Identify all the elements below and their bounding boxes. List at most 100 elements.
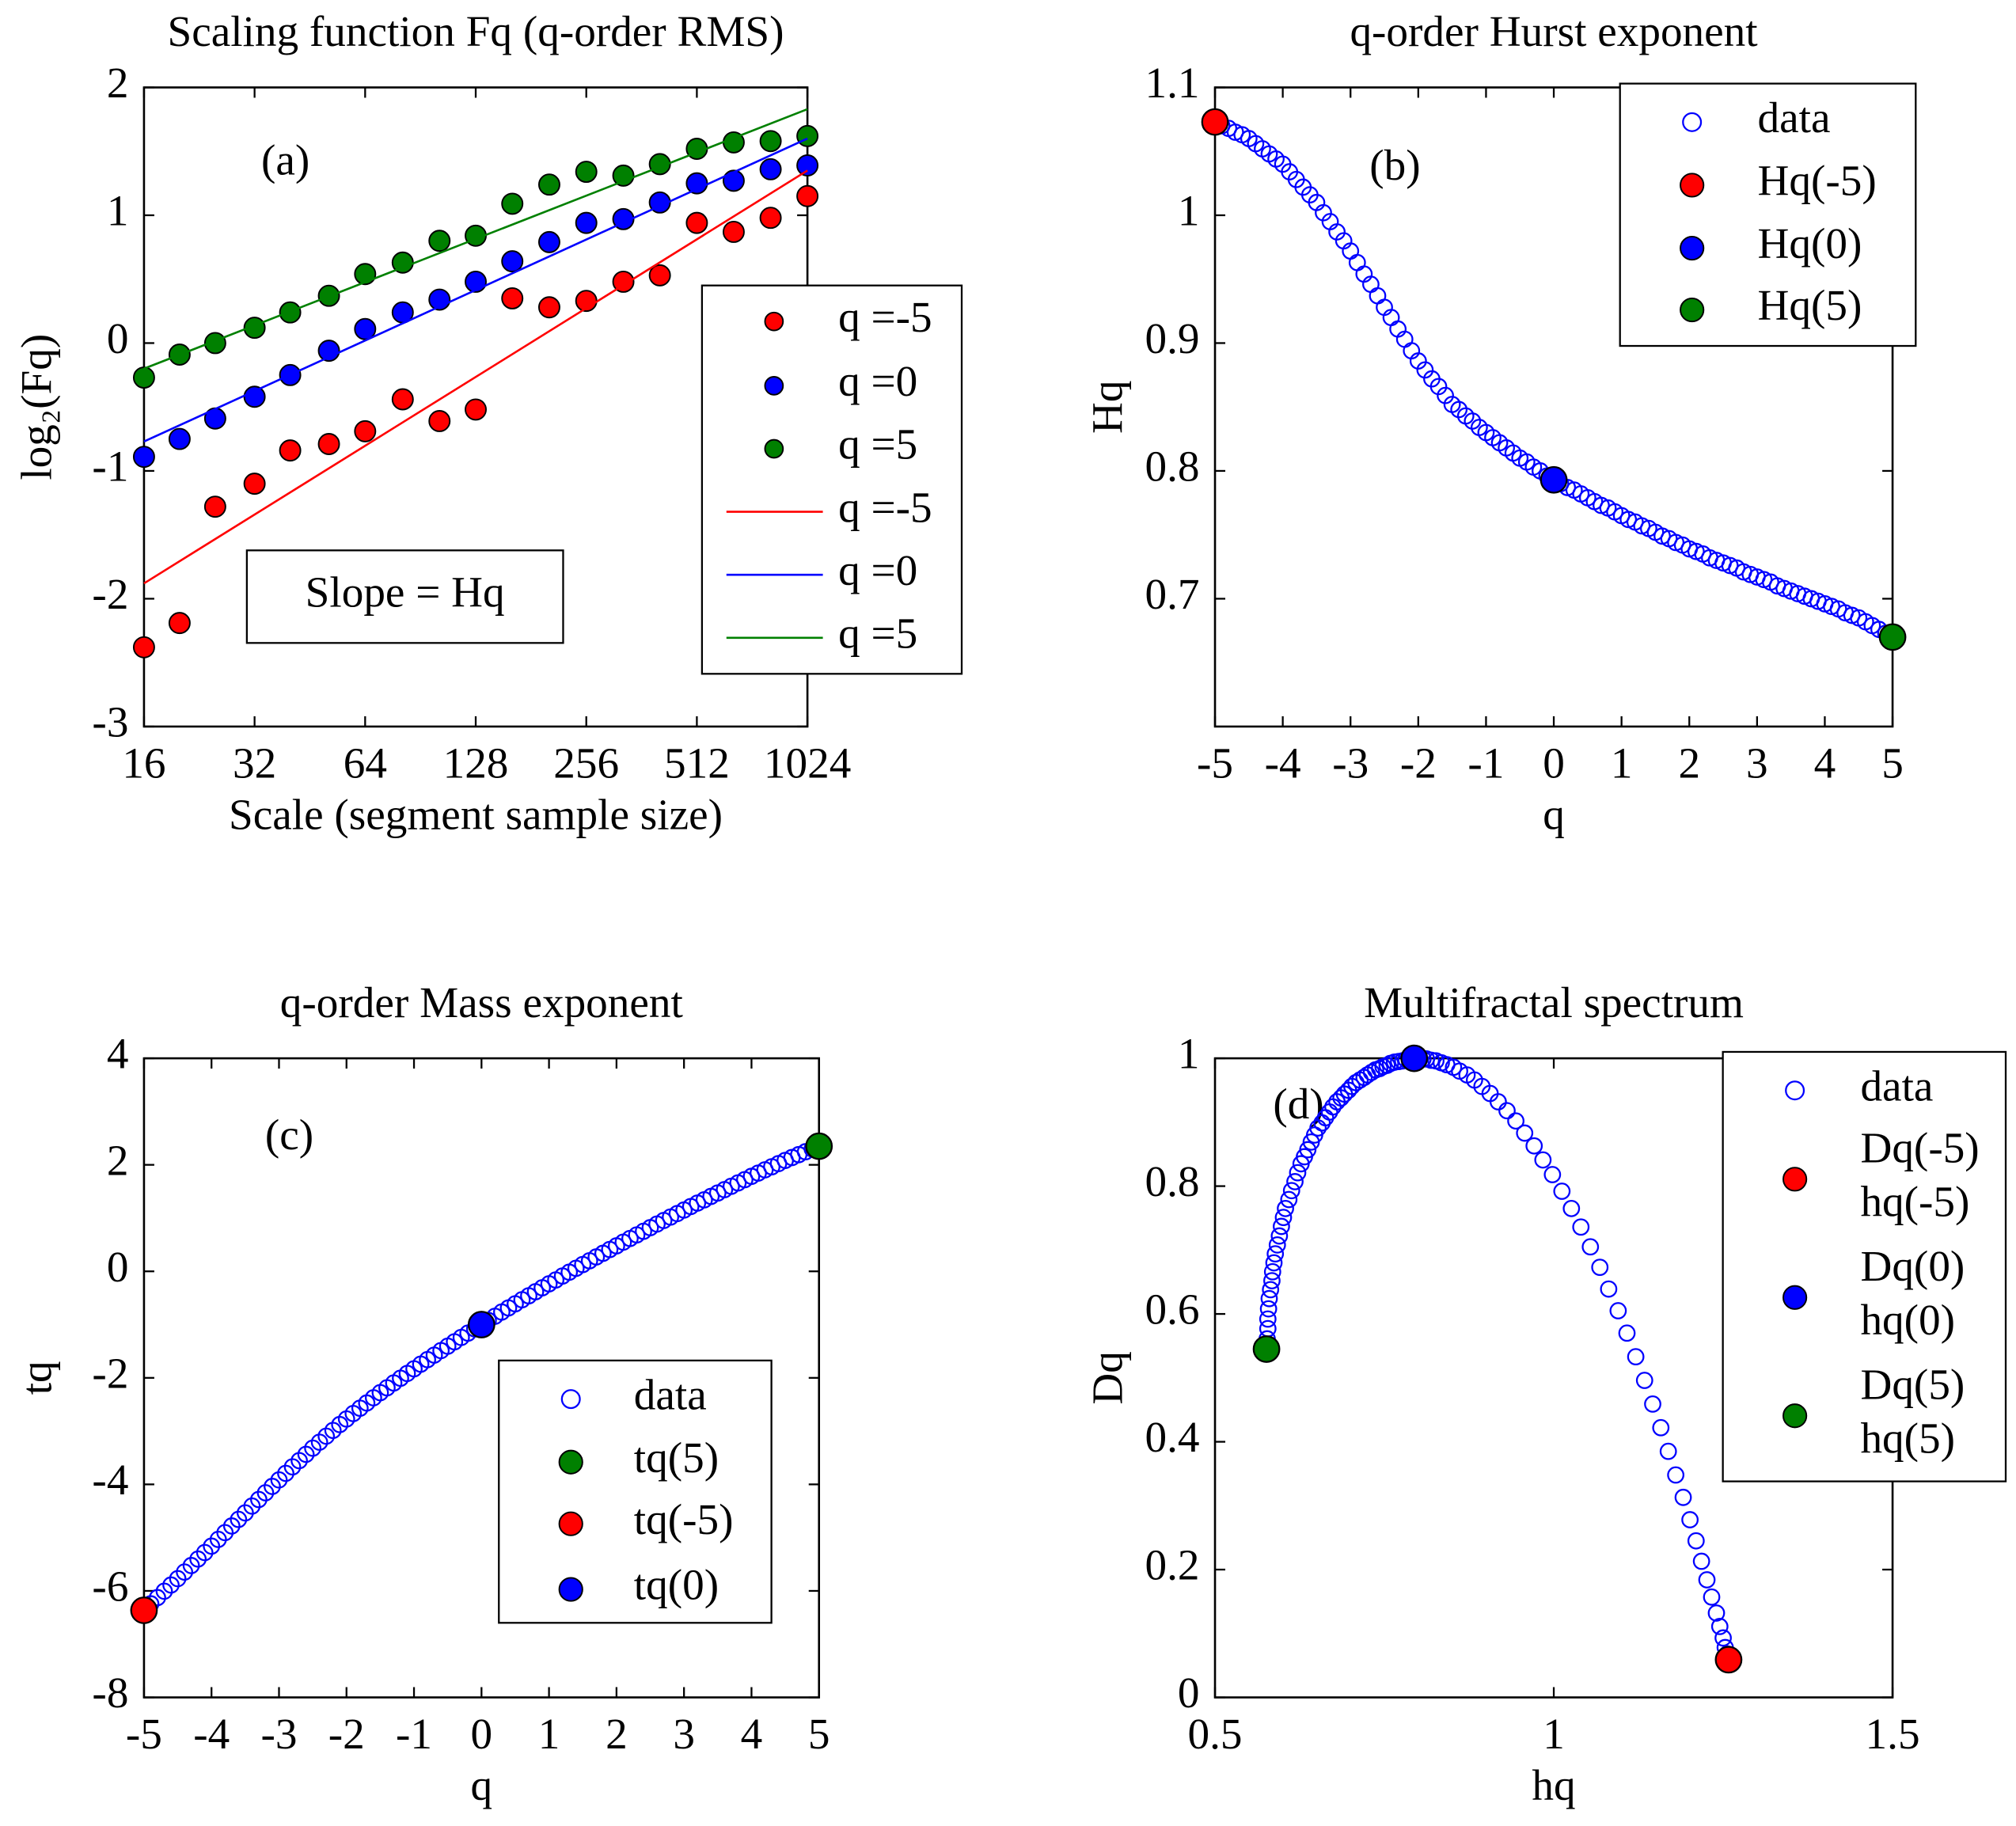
- legend-marker: [764, 376, 784, 396]
- data-point: [304, 1439, 322, 1457]
- x-tick-label: -2: [328, 1710, 365, 1758]
- y-tick-label: 0: [107, 1243, 129, 1291]
- data-point: [1280, 1190, 1298, 1209]
- data-point: [1674, 1488, 1692, 1506]
- data-point: [1652, 1418, 1670, 1437]
- data-point: [331, 1415, 349, 1433]
- data-point: [759, 130, 782, 153]
- data-point: [537, 173, 560, 196]
- data-point: [759, 207, 782, 230]
- data-point: [1534, 1151, 1552, 1169]
- data-point: [1714, 1629, 1732, 1647]
- y-tick-label: -2: [92, 570, 128, 618]
- data-point: [612, 164, 635, 187]
- legend-marker: [560, 1389, 581, 1410]
- y-tick-label: -6: [92, 1562, 128, 1611]
- data-point: [648, 264, 671, 287]
- data-point: [1274, 1209, 1293, 1227]
- panel-label: (c): [265, 1110, 313, 1159]
- legend-box: [498, 1359, 773, 1624]
- data-point: [1710, 1618, 1729, 1635]
- data-point: [537, 230, 560, 253]
- data-point: [1687, 1532, 1705, 1550]
- data-point: [1698, 1571, 1716, 1589]
- data-point: [1381, 1054, 1399, 1072]
- highlight-point: [1400, 1044, 1429, 1072]
- data-point: [1277, 1199, 1294, 1217]
- legend-label: Dq(-5): [1860, 1123, 1979, 1171]
- y-tick-label: 0.7: [1145, 570, 1200, 618]
- legend-label: Dq(0): [1860, 1242, 1965, 1290]
- legend-box: [700, 284, 963, 675]
- x-tick-label: 3: [1746, 739, 1768, 788]
- data-point: [290, 1452, 308, 1470]
- data-point: [1525, 1137, 1543, 1155]
- data-point: [1263, 1262, 1281, 1281]
- x-tick-label: 2: [606, 1710, 628, 1758]
- data-point: [337, 1410, 355, 1428]
- y-axis-label: Hq: [1084, 380, 1132, 434]
- legend-marker: [1783, 1285, 1808, 1310]
- legend-label: tq(5): [634, 1433, 719, 1482]
- panel-label: (a): [261, 136, 309, 184]
- y-tick-label: 0.9: [1145, 314, 1200, 363]
- data-point: [317, 433, 340, 456]
- y-tick-label: 4: [107, 1030, 129, 1078]
- legend-label: q =0: [838, 546, 917, 594]
- data-point: [132, 366, 155, 389]
- data-point: [168, 427, 191, 450]
- data-point: [1259, 1300, 1278, 1318]
- legend-marker: [1680, 235, 1705, 261]
- chart-title: Multifractal spectrum: [1364, 978, 1744, 1027]
- data-point: [1644, 1395, 1661, 1413]
- legend-marker: [1785, 1080, 1805, 1101]
- data-point: [612, 270, 635, 293]
- highlight-point: [805, 1132, 833, 1160]
- data-point: [428, 230, 451, 252]
- data-point: [465, 398, 487, 421]
- highlight-point: [1878, 623, 1907, 651]
- y-tick-label: 1.1: [1145, 59, 1200, 107]
- panel-label: (b): [1369, 141, 1420, 189]
- data-point: [317, 1427, 336, 1445]
- legend-label: Hq(0): [1758, 219, 1862, 268]
- y-tick-label: 1: [107, 187, 129, 235]
- data-point: [796, 184, 819, 207]
- data-point: [1581, 1238, 1600, 1256]
- legend-label: Hq(5): [1758, 281, 1862, 329]
- fit-line: [143, 108, 808, 370]
- chart-title: Scaling function Fq (q-order RMS): [167, 7, 784, 55]
- legend-marker: [558, 1511, 583, 1536]
- highlight-point: [1714, 1646, 1743, 1674]
- data-point: [1635, 1372, 1653, 1389]
- x-tick-label: 256: [553, 739, 619, 788]
- x-tick-label: 64: [344, 739, 387, 788]
- data-point: [1543, 1166, 1562, 1183]
- highlight-point: [1540, 465, 1568, 494]
- legend-label: hq(5): [1860, 1414, 1955, 1463]
- legend-marker: [558, 1449, 583, 1475]
- x-tick-label: 1: [538, 1710, 560, 1758]
- y-tick-label: 0.2: [1145, 1541, 1200, 1589]
- data-point: [1289, 1164, 1307, 1182]
- data-point: [1618, 1324, 1636, 1342]
- x-tick-label: -4: [1265, 739, 1301, 788]
- x-tick-label: 1024: [764, 739, 851, 788]
- y-tick-label: 0.8: [1145, 442, 1200, 491]
- data-point: [1627, 1348, 1645, 1366]
- legend-box: [1722, 1050, 2007, 1482]
- legend-marker: [558, 1577, 583, 1602]
- x-tick-label: 0: [471, 1710, 493, 1758]
- data-point: [1681, 1511, 1699, 1528]
- data-point: [575, 211, 598, 234]
- data-point: [575, 161, 598, 184]
- x-tick-label: 3: [673, 1710, 695, 1758]
- x-tick-label: 2: [1678, 739, 1700, 788]
- data-point: [1600, 1280, 1618, 1298]
- data-point: [501, 192, 524, 215]
- data-point: [1292, 1155, 1310, 1173]
- data-point: [722, 169, 745, 192]
- x-tick-label: 5: [1881, 739, 1904, 788]
